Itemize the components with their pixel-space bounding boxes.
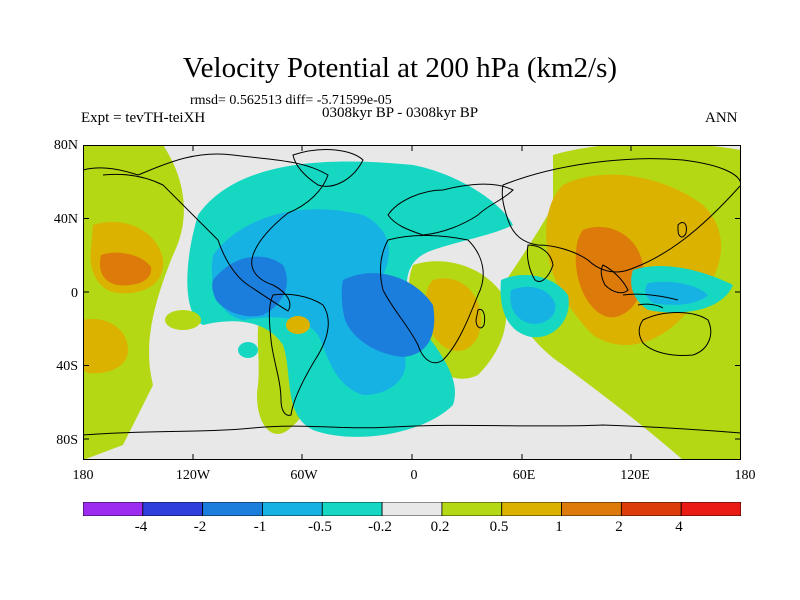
coastlines <box>83 149 741 436</box>
colorbar-label: -2 <box>193 519 207 535</box>
lat-tick-label: 80N <box>53 138 78 153</box>
period-label: 0308kyr BP - 0308kyr BP <box>322 105 479 121</box>
colorbar-box <box>83 502 144 516</box>
colorbar-box <box>680 502 741 516</box>
light-blue-region-atlantic <box>211 209 406 395</box>
coastline-africa <box>380 235 484 364</box>
blue-region-atlantic <box>341 273 435 357</box>
colorbar-box <box>381 502 443 516</box>
coastline-southeast-asia <box>600 264 629 294</box>
lat-tick-label: 0 <box>71 286 78 301</box>
axis-ticks <box>83 145 741 460</box>
plot-title: Velocity Potential at 200 hPa (km2/s) <box>182 52 618 84</box>
coastline-australia <box>638 312 712 356</box>
colorbar-label: 0.2 <box>430 519 450 535</box>
colorbar-label: -4 <box>134 519 148 535</box>
colorbar-box <box>441 502 503 516</box>
colorbar-box <box>202 502 263 516</box>
lat-tick-label: 40N <box>53 212 78 227</box>
orange-patch-south-america <box>286 316 310 334</box>
colorbar-box <box>620 502 682 516</box>
coastline-madagascar <box>475 308 486 329</box>
colorbar-box <box>262 502 323 516</box>
colorbar-label: -0.5 <box>308 519 332 535</box>
lon-tick-label: 120W <box>175 468 211 483</box>
lon-tick-label: 0 <box>410 468 418 483</box>
coastline-europe <box>387 183 514 236</box>
colorbar-label: -0.2 <box>368 519 392 535</box>
colorbar-label: 0.5 <box>489 519 509 535</box>
colorbar <box>83 502 741 516</box>
lon-tick-label: 60E <box>512 468 536 483</box>
colorbar-box <box>321 502 383 516</box>
colorbar-label: 1 <box>555 519 563 535</box>
coastline-asia <box>501 158 741 273</box>
orange-region-south-pacific <box>83 319 128 374</box>
lat-tick-label: 40S <box>56 359 78 374</box>
season-label: ANN <box>705 110 738 126</box>
lon-tick-label: 180 <box>72 468 94 483</box>
coastline-south-america <box>268 293 329 416</box>
colorbar-box <box>142 502 204 516</box>
colorbar-label: 2 <box>615 519 623 535</box>
lon-tick-label: 180 <box>734 468 756 483</box>
colorbar-label: 4 <box>675 519 683 535</box>
positive-patch-pacific <box>165 310 201 330</box>
colorbar-box <box>501 502 562 516</box>
negative-patch-south-america <box>238 342 258 358</box>
colorbar-box <box>561 502 622 516</box>
rmsd-diff-stats: rmsd= 0.562513 diff= -5.71599e-05 <box>190 93 392 108</box>
lon-tick-label: 60W <box>290 468 318 483</box>
coastline-antarctica <box>83 424 741 436</box>
coastline-india <box>526 244 554 282</box>
coastline-japan <box>677 222 687 238</box>
velocity-potential-map <box>83 145 741 460</box>
light-blue-region-west-pacific <box>645 281 708 305</box>
lon-tick-label: 120E <box>620 468 650 483</box>
contour-fill-layer <box>83 145 741 460</box>
orange-region-africa <box>425 278 482 351</box>
coastline-north-america <box>83 153 329 312</box>
deep-orange-region-pacific <box>99 252 152 286</box>
coastline-greenland <box>292 149 364 187</box>
light-blue-region-indian-ocean <box>510 286 556 324</box>
colorbar-label: -1 <box>253 519 267 535</box>
lat-tick-label: 80S <box>56 433 78 448</box>
experiment-label: Expt = tevTH-teiXH <box>81 110 206 126</box>
coastline-indonesia <box>622 293 679 309</box>
